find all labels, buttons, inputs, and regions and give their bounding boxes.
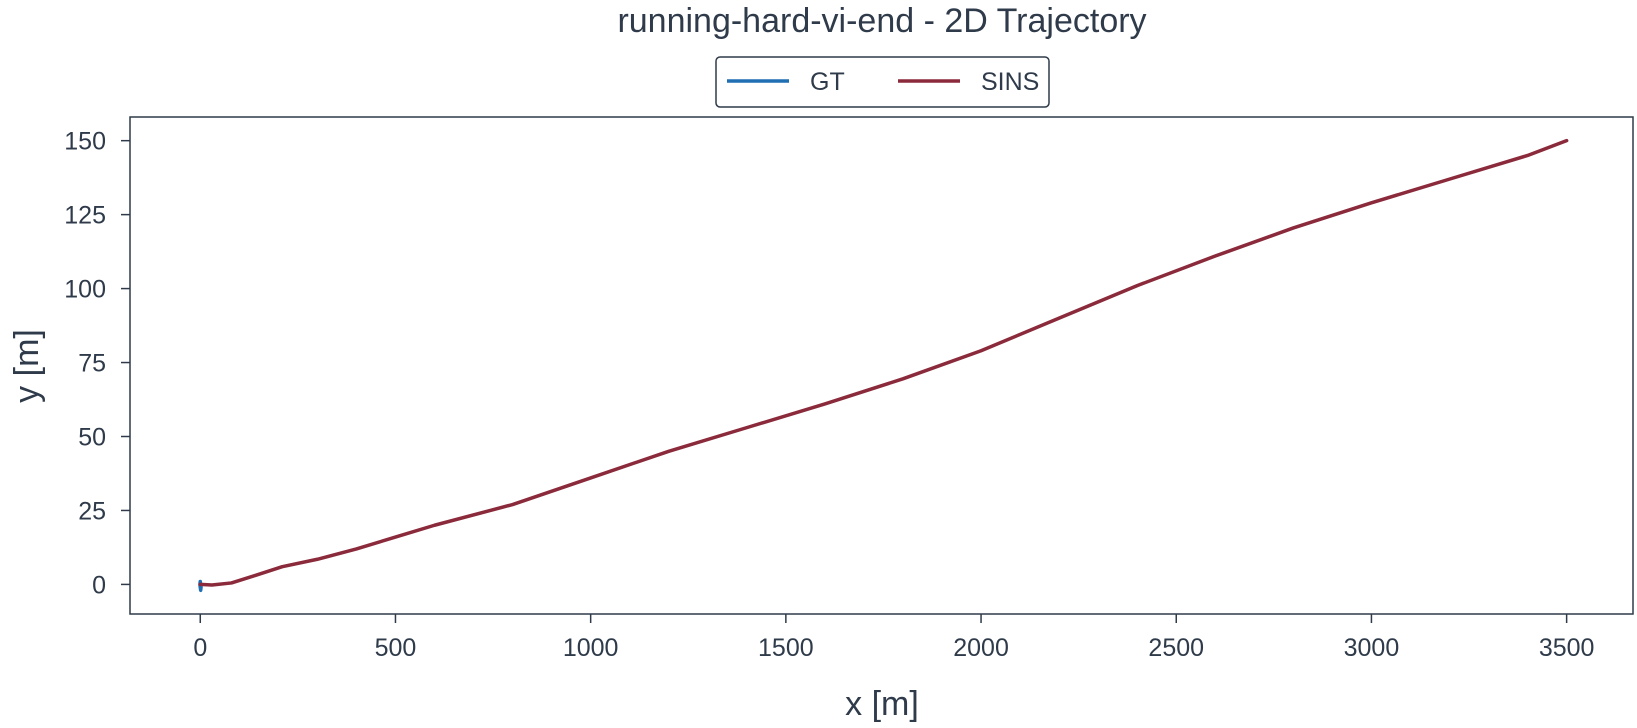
y-axis-label: y [m] [8, 329, 46, 403]
legend: GT SINS [715, 56, 1050, 108]
legend-label-sins: SINS [981, 68, 1039, 96]
x-tick-label: 3000 [1344, 634, 1400, 662]
x-tick-label: 2500 [1148, 634, 1204, 662]
legend-label-gt: GT [810, 68, 845, 96]
y-tick-label: 125 [64, 202, 106, 230]
y-tick-label: 50 [78, 424, 106, 452]
x-tick-label: 1500 [758, 634, 814, 662]
plot-area [129, 116, 1634, 615]
x-tick-label: 500 [375, 634, 417, 662]
y-tick-label: 0 [92, 571, 106, 599]
y-tick-label: 150 [64, 128, 106, 156]
legend-box [715, 56, 1050, 108]
chart-title: running-hard-vi-end - 2D Trajectory [617, 2, 1146, 40]
x-axis: 0 500 1000 1500 2000 2500 3000 3500 [193, 614, 1594, 662]
x-tick-label: 1000 [563, 634, 619, 662]
y-tick-label: 25 [78, 497, 106, 525]
x-tick-label: 3500 [1539, 634, 1595, 662]
y-tick-label: 75 [78, 350, 106, 378]
series-line-sins [198, 138, 1569, 587]
x-axis-label: x [m] [845, 685, 919, 723]
x-tick-label: 2000 [953, 634, 1009, 662]
y-axis: 0 25 50 75 100 125 150 [64, 128, 130, 599]
x-tick-label: 0 [193, 634, 207, 662]
y-tick-label: 100 [64, 276, 106, 304]
series-layer [198, 138, 1569, 593]
